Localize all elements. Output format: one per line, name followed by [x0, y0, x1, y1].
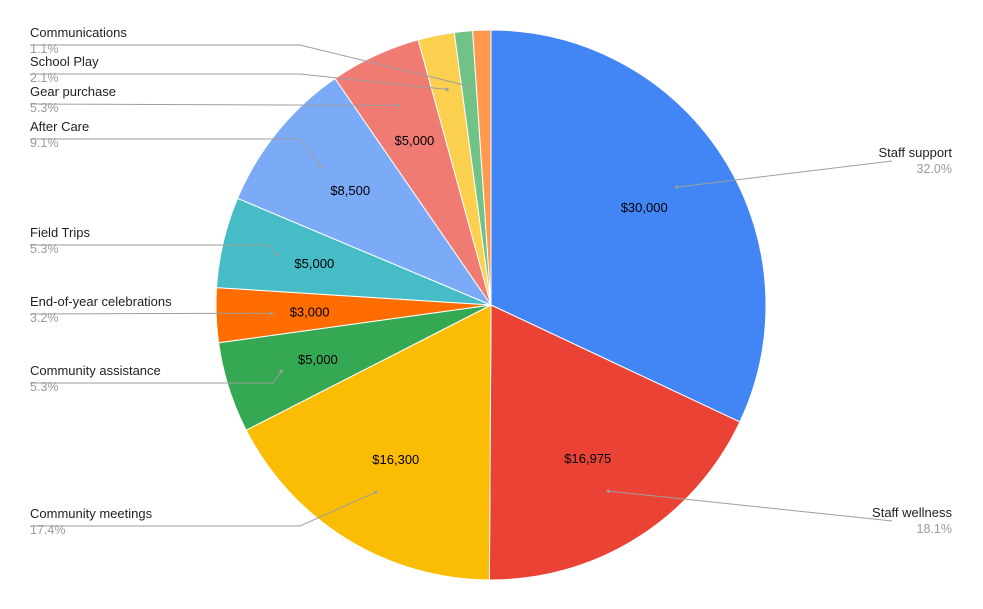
pie-slice-after-care	[236, 77, 493, 307]
value-label-field-trips: $5,000	[294, 256, 334, 271]
leader-line-community-assistance	[30, 370, 282, 384]
category-label-after-care: After Care	[30, 119, 89, 134]
leader-line-after-care	[30, 138, 321, 167]
leader-line-staff-wellness	[608, 490, 893, 522]
percent-label-field-trips: 5.3%	[30, 242, 59, 256]
value-label-after-care: $8,500	[330, 183, 370, 198]
leader-dot-community-meetings	[374, 490, 378, 494]
percent-label-staff-wellness: 18.1%	[917, 522, 952, 536]
pie-slice-unlabeled-10	[472, 29, 492, 306]
value-label-community-assistance: $5,000	[298, 352, 338, 367]
leader-line-gear-purchase	[29, 103, 399, 106]
leader-line-school-play	[30, 73, 448, 90]
value-label-gear-purchase: $5,000	[395, 133, 435, 148]
leader-line-communications	[30, 44, 470, 87]
category-label-school-play: School Play	[30, 54, 99, 69]
category-label-community-assistance: Community assistance	[30, 363, 161, 378]
leader-dot-school-play	[445, 87, 449, 91]
value-label-community-meetings: $16,300	[372, 452, 419, 467]
percent-label-after-care: 9.1%	[30, 136, 59, 150]
pie-slices	[215, 29, 767, 581]
percent-label-staff-support: 32.0%	[917, 162, 952, 176]
category-label-field-trips: Field Trips	[30, 225, 90, 240]
value-labels: $30,000 $16,975 $16,300 $5,000 $3,000 $5,000 $…	[290, 133, 668, 467]
category-label-staff-support: Staff support	[879, 145, 953, 160]
percent-label-communications: 1.1%	[30, 42, 59, 56]
leader-line-end-of-year-celebrations	[29, 312, 272, 315]
pie-slice-community-meetings	[245, 304, 492, 581]
callout-labels: Staff support 32.0% Staff wellness 18.1% Com…	[29, 25, 953, 537]
pie-slice-staff-support	[490, 29, 767, 423]
leader-dot-after-care	[318, 164, 322, 168]
percent-label-school-play: 2.1%	[30, 71, 59, 85]
value-label-staff-wellness: $16,975	[564, 451, 611, 466]
category-label-gear-purchase: Gear purchase	[30, 84, 116, 99]
leader-line-field-trips	[30, 244, 278, 256]
pie-slice-staff-wellness	[488, 304, 741, 581]
leader-dot-staff-support	[675, 185, 679, 189]
category-label-end-of-year-celebrations: End-of-year celebrations	[30, 294, 172, 309]
leader-dot-end-of-year-celebrations	[269, 311, 273, 315]
leader-line-community-meetings	[30, 491, 376, 527]
category-label-community-meetings: Community meetings	[30, 506, 153, 521]
percent-label-gear-purchase: 5.3%	[30, 101, 59, 115]
value-label-end-of-year-celebrations: $3,000	[290, 304, 330, 319]
percent-label-end-of-year-celebrations: 3.2%	[30, 311, 59, 325]
percent-label-community-assistance: 5.3%	[30, 380, 59, 394]
leader-line-staff-support	[676, 160, 893, 188]
leader-dot-gear-purchase	[396, 103, 400, 108]
category-label-staff-wellness: Staff wellness	[872, 505, 952, 520]
leader-dot-field-trips	[275, 253, 279, 257]
percent-label-community-meetings: 17.4%	[30, 523, 65, 537]
category-label-communications: Communications	[30, 25, 127, 40]
leader-dot-communications	[467, 84, 471, 88]
leader-dot-staff-wellness	[606, 489, 611, 493]
value-label-staff-support: $30,000	[621, 200, 668, 215]
leader-dot-community-assistance	[279, 369, 283, 373]
